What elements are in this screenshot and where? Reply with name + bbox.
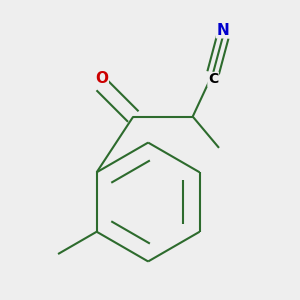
Text: C: C <box>208 73 218 86</box>
Text: N: N <box>216 23 229 38</box>
Text: O: O <box>95 71 108 86</box>
